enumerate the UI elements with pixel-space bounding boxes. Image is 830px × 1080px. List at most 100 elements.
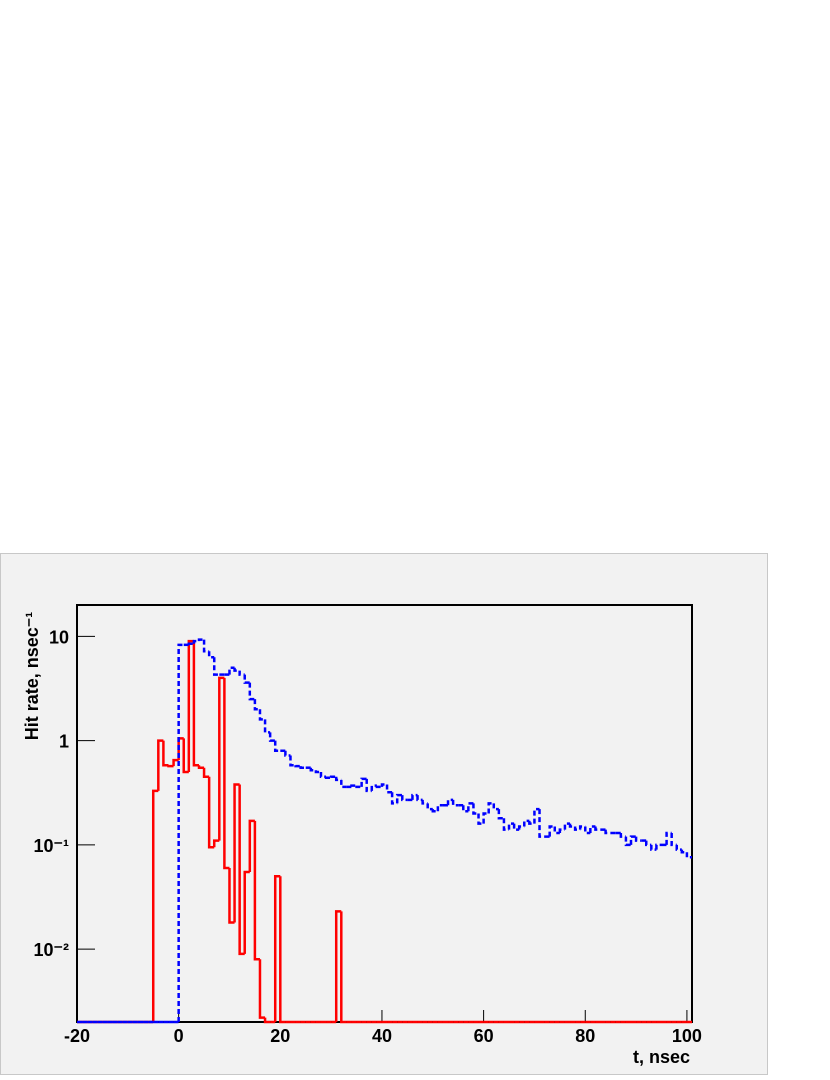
histogram-step [228,868,235,924]
histogram-step [151,789,159,1022]
histogram-step [675,844,682,851]
histogram-step [207,651,215,659]
histogram-step [279,876,286,1024]
histogram-step [167,764,174,768]
y-tick-label: 10⁻² [33,940,69,960]
panel [0,553,768,1075]
histogram-step [487,802,494,814]
histogram-step [228,666,235,675]
histogram-step [268,732,276,742]
histogram-step [314,770,321,774]
histogram-step [558,828,565,834]
histogram-step [350,784,357,787]
histogram-step [162,740,169,767]
histogram-step [421,799,428,805]
y-tick-label: 1 [59,732,69,752]
histogram-step [375,785,382,789]
histogram-step [629,835,637,845]
histogram-step [477,813,484,825]
histogram-step [212,657,220,676]
histogram-step [533,807,540,824]
histogram-step [538,809,545,838]
x-tick-label: -20 [64,1026,90,1046]
histogram-step [685,852,692,859]
histogram-step [512,823,520,831]
histogram-step [589,825,596,834]
histogram-step [197,765,205,769]
histogram-step [340,911,347,1024]
histogram-step [172,758,179,767]
histogram-step [197,638,205,642]
histogram-step [253,699,260,711]
histogram-step [395,793,403,804]
histogram-step [284,750,291,757]
histogram-step [553,826,560,835]
histogram-step [568,823,576,828]
histogram-step [563,822,571,830]
histogram-step [233,783,240,923]
histogram-step [258,959,266,1019]
histogram-step [273,875,281,1022]
histogram-step [431,809,438,813]
y-tick-label: 10⁻¹ [33,836,69,856]
histogram-step [634,836,642,842]
histogram-step [619,833,626,838]
histogram-step [594,826,601,831]
histogram-step [299,766,306,769]
histogram-step [548,825,555,837]
histogram-step [604,829,611,835]
histogram-step [187,639,194,773]
histogram-step [238,784,245,956]
histogram-step [472,803,479,815]
y-axis-title: Hit rate, nsec⁻¹ [22,612,42,741]
histogram-step [645,840,652,847]
histogram-step [665,831,672,845]
histogram-step [446,798,454,806]
histogram-step [355,785,362,789]
histogram-step [492,803,499,811]
histogram-step [584,826,591,835]
histogram-step [385,784,393,794]
histogram-step [401,795,408,802]
histogram-step [248,682,255,701]
histogram-step [289,755,296,767]
x-tick-label: 0 [174,1026,184,1046]
histogram-step [248,819,255,872]
histogram-step [507,822,515,830]
histogram-step [309,767,316,772]
x-tick-label: 80 [575,1026,595,1046]
histogram-step [243,674,250,684]
histogram-step [202,767,210,779]
x-tick-label: 60 [474,1026,494,1046]
x-tick-label: 20 [270,1026,290,1046]
x-tick-label: 40 [372,1026,392,1046]
histogram-step [207,776,215,849]
histogram-step [243,870,250,954]
histogram-step [578,825,586,830]
histogram-step [416,795,423,802]
histogram-step [258,709,266,721]
histogram-step [340,779,347,789]
histogram-step [177,643,184,1022]
histogram-step [523,819,530,827]
y-tick-label: 10 [49,627,69,647]
histogram-step [650,844,657,851]
histogram-step [182,738,189,774]
histogram-step [218,676,225,841]
histogram-step [365,778,372,793]
histogram-step [157,739,164,791]
histogram-step [273,740,281,752]
histogram-step [426,803,433,811]
histogram-step [467,802,474,812]
histogram-step [573,826,581,831]
histogram-step [334,776,342,782]
histogram-step [192,639,199,644]
x-axis-title: t, nsec [633,1047,690,1067]
histogram-step [319,772,327,779]
histogram-step [253,820,260,961]
histogram-step [380,783,388,787]
histogram-step [263,719,271,734]
histogram-step [360,777,367,787]
histogram-step [680,849,687,854]
